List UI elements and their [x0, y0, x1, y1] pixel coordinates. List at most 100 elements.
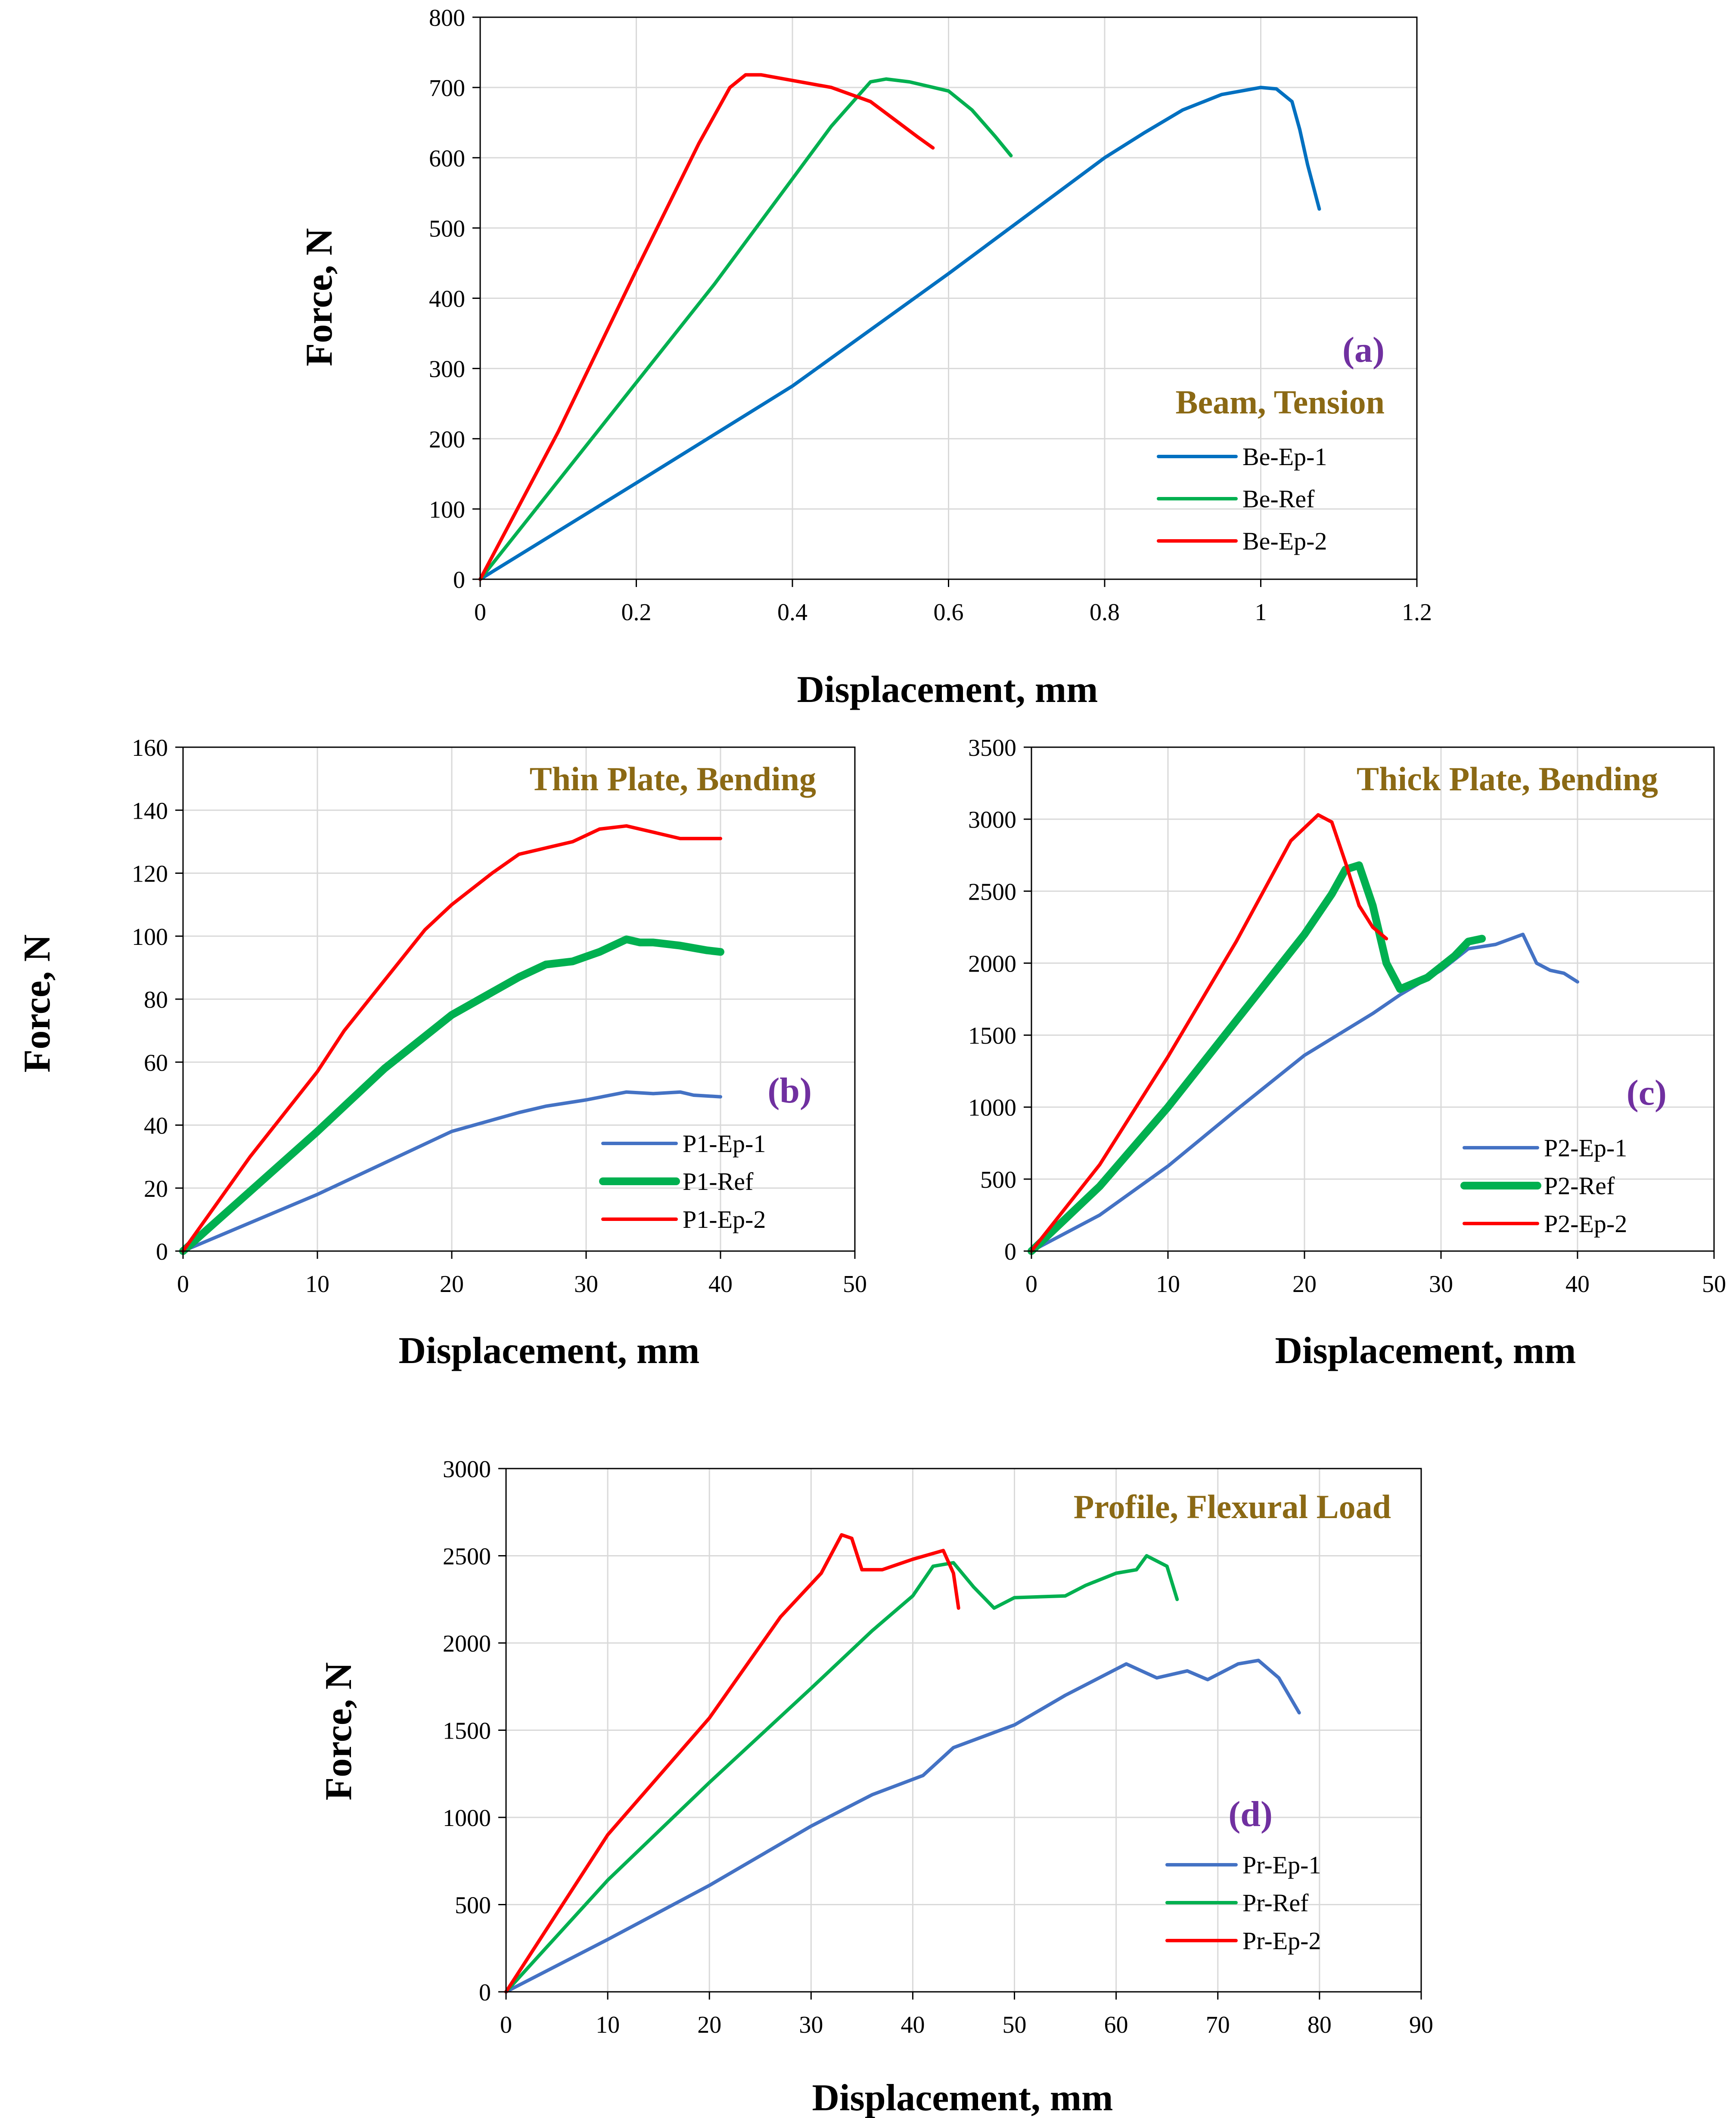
y-tick-label: 3000	[443, 1456, 491, 1483]
x-tick-label: 30	[799, 2012, 823, 2038]
y-tick-label: 2000	[968, 950, 1016, 977]
legend-label-p2-ep-2: P2-Ep-2	[1544, 1210, 1627, 1238]
x-tick-label: 0	[1025, 1271, 1037, 1298]
x-tick-label: 90	[1409, 2012, 1433, 2038]
y-tick-label: 1000	[443, 1805, 491, 1832]
panel-tag-label: (c)	[1627, 1073, 1667, 1113]
series-line-pr-ep-2	[504, 1533, 960, 1994]
x-tick-label: 0	[177, 1271, 189, 1298]
legend: Be-Ep-1 Be-Ref Be-Ep-2	[1157, 443, 1327, 555]
y-tick-label: 100	[132, 924, 168, 950]
series-line-p1-ep-1	[181, 1090, 722, 1253]
legend: P1-Ep-1 P1-Ref P1-Ep-2	[599, 1130, 766, 1233]
x-tick-label: 0.6	[934, 599, 964, 626]
x-tick-label: 10	[596, 2012, 620, 2038]
legend-label-be-ep-2: Be-Ep-2	[1242, 527, 1327, 555]
x-tick-label: 10	[305, 1271, 329, 1298]
x-tick-label: 0.8	[1090, 599, 1120, 626]
x-tick-label: 20	[1292, 1271, 1317, 1298]
chart-title: Profile, Flexural Load	[1074, 1488, 1391, 1525]
y-tick-label: 3500	[968, 735, 1016, 761]
x-tick-label: 0.4	[777, 599, 807, 626]
x-tick-label: 80	[1307, 2012, 1332, 2038]
y-tick-label: 80	[144, 987, 168, 1013]
y-tick-label: 0	[453, 567, 465, 593]
x-tick-label: 30	[574, 1271, 598, 1298]
x-tick-label: 0	[500, 2012, 512, 2038]
chart-panel-c: 0 10 20 30 40 500500100015002000250030003500D…	[968, 735, 1726, 1372]
series-line-p1-ref	[179, 935, 724, 1255]
y-axis-label: Force, N	[298, 228, 340, 366]
x-tick-label: 50	[1003, 2012, 1027, 2038]
legend-label-be-ep-1: Be-Ep-1	[1242, 443, 1327, 471]
legend: Pr-Ep-1 Pr-Ref Pr-Ep-2	[1165, 1851, 1321, 1955]
plot-area-frame	[1031, 746, 1715, 1252]
x-tick-label: 60	[1104, 2012, 1128, 2038]
chart-panel-d: 0 10 20 30 40 50 60 70 80 90 0 500 1000 1500 2000 2500 3…	[318, 1456, 1433, 2118]
y-tick-label: 0	[1004, 1239, 1016, 1265]
series-line-pr-ep-1	[504, 1658, 1301, 1994]
legend-label-p1-ep-1: P1-Ep-1	[683, 1130, 766, 1158]
y-tick-label: 500	[980, 1167, 1016, 1193]
legend-label-p1-ep-2: P1-Ep-2	[683, 1205, 766, 1233]
panel-tag-label: (d)	[1228, 1794, 1273, 1834]
legend-label-pr-ref: Pr-Ref	[1242, 1889, 1309, 1917]
chart-title: Thin Plate, Bending	[530, 760, 816, 798]
y-tick-label: 2000	[443, 1630, 491, 1657]
y-tick-label: 3000	[968, 807, 1016, 833]
y-axis-label: Force, N	[16, 935, 58, 1073]
y-tick-label: 60	[144, 1050, 168, 1076]
x-tick-label: 10	[1156, 1271, 1180, 1298]
legend-label-p2-ep-1: P2-Ep-1	[1544, 1134, 1627, 1162]
x-tick-label: 20	[697, 2012, 721, 2038]
chart-panel-b: 0 10 20 30 40 50 0 20 40 60 80 100 120 140 160 Displace…	[16, 735, 867, 1372]
x-tick-label: 0	[474, 599, 486, 626]
y-tick-label: 700	[429, 75, 465, 102]
series-line-pr-ref	[504, 1554, 1179, 1994]
x-axis-label: Displacement, mm	[812, 2077, 1113, 2118]
y-tick-label: 200	[429, 426, 465, 453]
y-tick-label: 1500	[443, 1718, 491, 1745]
y-tick-label: 140	[132, 798, 168, 824]
x-tick-label: 40	[901, 2012, 925, 2038]
x-tick-label: 1	[1255, 599, 1267, 626]
y-tick-label: 100	[429, 497, 465, 523]
legend-label-pr-ep-1: Pr-Ep-1	[1242, 1851, 1321, 1879]
y-tick-label: 40	[144, 1113, 168, 1140]
legend-label-pr-ep-2: Pr-Ep-2	[1242, 1927, 1321, 1955]
chart-title: Thick Plate, Bending	[1357, 760, 1658, 798]
y-tick-label: 120	[132, 861, 168, 888]
y-tick-label: 2500	[968, 879, 1016, 905]
x-tick-label: 40	[708, 1271, 733, 1298]
y-tick-label: 20	[144, 1176, 168, 1202]
chart-title: Beam, Tension	[1176, 383, 1385, 421]
x-tick-label: 50	[1702, 1271, 1726, 1298]
x-axis-label: Displacement, mm	[1275, 1330, 1576, 1372]
y-tick-label: 500	[455, 1892, 491, 1919]
y-tick-label: 1000	[968, 1095, 1016, 1121]
x-tick-label: 70	[1206, 2012, 1230, 2038]
y-axis-label: Force, N	[318, 1662, 360, 1801]
x-tick-label: 40	[1565, 1271, 1590, 1298]
panel-tag-label: (b)	[767, 1071, 812, 1111]
x-tick-label: 1.2	[1402, 599, 1432, 626]
y-tick-label: 0	[156, 1239, 168, 1265]
y-tick-label: 160	[132, 735, 168, 761]
y-tick-label: 500	[429, 215, 465, 242]
panel-tag-label: (a)	[1342, 330, 1385, 370]
series-line-p2-ep-2	[1030, 813, 1388, 1253]
series-line-p1-ep-2	[181, 824, 722, 1253]
series-line-p2-ref	[1028, 861, 1486, 1255]
x-axis-label: Displacement, mm	[797, 669, 1098, 711]
y-tick-label: 400	[429, 286, 465, 313]
x-tick-label: 0.2	[621, 599, 652, 626]
y-tick-label: 1500	[968, 1023, 1016, 1050]
legend: P2-Ep-1 P2-Ref P2-Ep-2	[1460, 1134, 1627, 1238]
legend-label-p1-ref: P1-Ref	[683, 1168, 754, 1196]
legend-label-be-ref: Be-Ref	[1242, 485, 1315, 513]
series-line-be-ep-2	[478, 73, 935, 581]
legend-label-p2-ref: P2-Ref	[1544, 1172, 1615, 1200]
y-tick-label: 2500	[443, 1543, 491, 1570]
x-tick-label: 30	[1429, 1271, 1453, 1298]
